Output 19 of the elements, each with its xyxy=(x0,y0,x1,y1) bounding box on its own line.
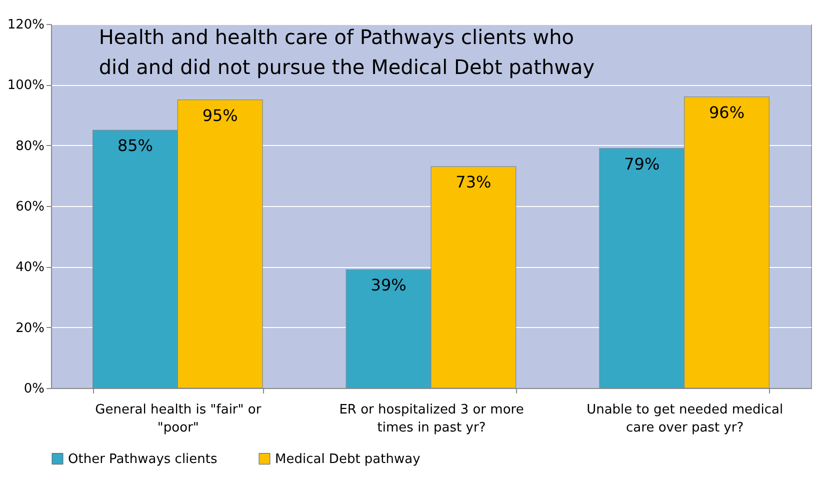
text: Health and health care of Pathways clients who did and did not pursue the Medical Debt pathway xyxy=(98,25,595,79)
y-tick-label: 100% xyxy=(7,78,44,94)
y-tick-label: 40% xyxy=(16,260,44,276)
y-tick-label: 80% xyxy=(16,138,44,154)
data-label: 95% xyxy=(202,106,238,125)
y-tick-label: 20% xyxy=(16,320,44,336)
y-tick-label: 60% xyxy=(16,200,44,214)
legend-label: Other Pathways clients xyxy=(68,452,218,467)
data-label: 96% xyxy=(708,102,745,122)
legend-label: Medical Debt pathway xyxy=(275,452,421,467)
x-tick-label: Unable to get needed medical care over past yr? xyxy=(586,402,784,436)
x-tick-label: ER or hospitalized 3 or more times in past yr? xyxy=(339,402,524,436)
x-tick-label: General health is "fair" or "poor" xyxy=(95,402,262,436)
y-tick-label: 120% xyxy=(7,18,44,32)
data-label: 85% xyxy=(117,136,154,156)
data-label: 79% xyxy=(624,154,660,174)
data-label: 73% xyxy=(456,172,492,192)
data-label: 39% xyxy=(370,276,406,295)
y-tick-label: 0% xyxy=(24,382,44,396)
